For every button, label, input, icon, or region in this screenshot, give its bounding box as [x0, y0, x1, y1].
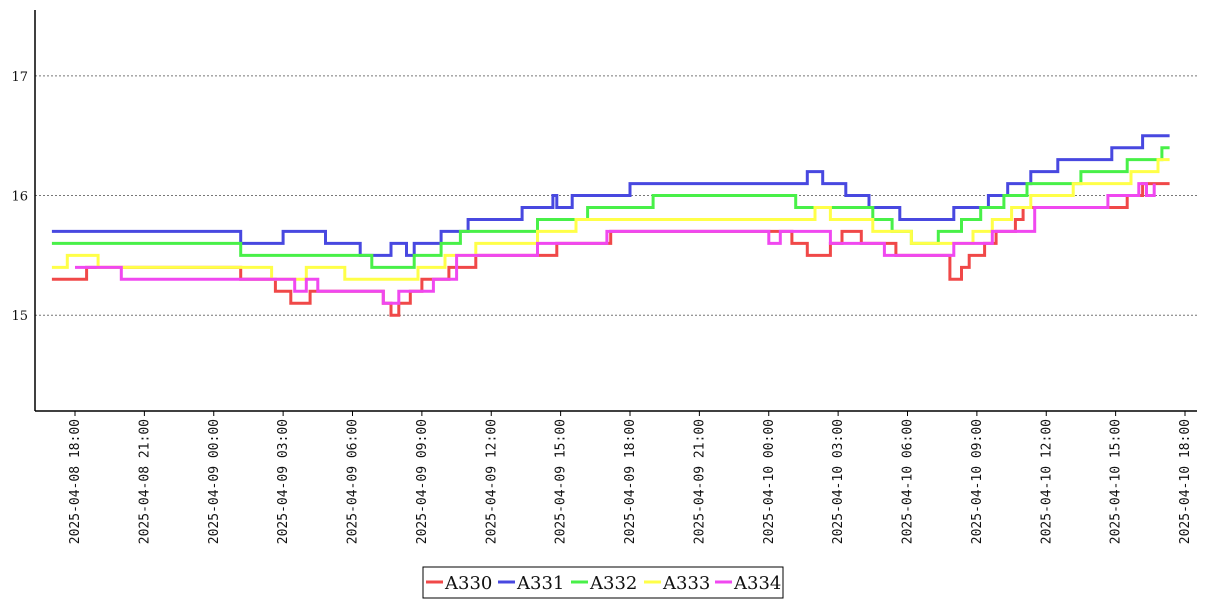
x-tick-label: 2025-04-08 21:00 — [137, 419, 152, 544]
legend-label-a330: A330 — [444, 573, 492, 594]
x-tick-label: 2025-04-10 18:00 — [1178, 419, 1193, 544]
y-tick-labels: 15 16 17 — [11, 70, 28, 324]
x-tick-label: 2025-04-09 00:00 — [207, 419, 222, 544]
x-tick-label: 2025-04-10 06:00 — [901, 419, 916, 544]
axes — [34, 10, 1197, 412]
legend: A330 A331 A332 A333 A334 — [422, 566, 784, 599]
series-line-a333 — [51, 158, 1170, 281]
legend-label-a331: A331 — [516, 573, 564, 594]
series-lines — [51, 134, 1170, 317]
x-tick-label: 2025-04-10 09:00 — [970, 419, 985, 544]
series-line-a331 — [51, 134, 1170, 257]
x-tick-label: 2025-04-08 18:00 — [68, 419, 83, 544]
y-tick-label: 17 — [11, 70, 28, 85]
x-tick-label: 2025-04-09 15:00 — [554, 419, 569, 544]
y-tick-label: 15 — [11, 309, 28, 324]
legend-label-a333: A333 — [662, 573, 710, 594]
x-tick-label: 2025-04-10 12:00 — [1039, 419, 1054, 544]
x-tick-label: 2025-04-10 15:00 — [1109, 419, 1124, 544]
x-tick-label: 2025-04-09 06:00 — [346, 419, 361, 544]
x-tick-label: 2025-04-09 21:00 — [692, 419, 707, 544]
x-tick-label: 2025-04-09 03:00 — [276, 419, 291, 544]
series-line-a332 — [51, 146, 1170, 269]
series-line-a330 — [51, 182, 1170, 317]
legend-label-a332: A332 — [589, 573, 637, 594]
series-line-a334 — [75, 182, 1156, 305]
y-tick-label: 16 — [11, 190, 28, 205]
x-tick-labels: 2025-04-08 18:00 2025-04-08 21:00 2025-04-… — [68, 411, 1193, 544]
x-tick-label: 2025-04-09 18:00 — [623, 419, 638, 544]
x-tick-label: 2025-04-10 00:00 — [762, 419, 777, 544]
x-tick-label: 2025-04-09 12:00 — [484, 419, 499, 544]
legend-label-a334: A334 — [733, 573, 781, 594]
x-tick-label: 2025-04-09 09:00 — [415, 419, 430, 544]
x-tick-label: 2025-04-10 03:00 — [831, 419, 846, 544]
